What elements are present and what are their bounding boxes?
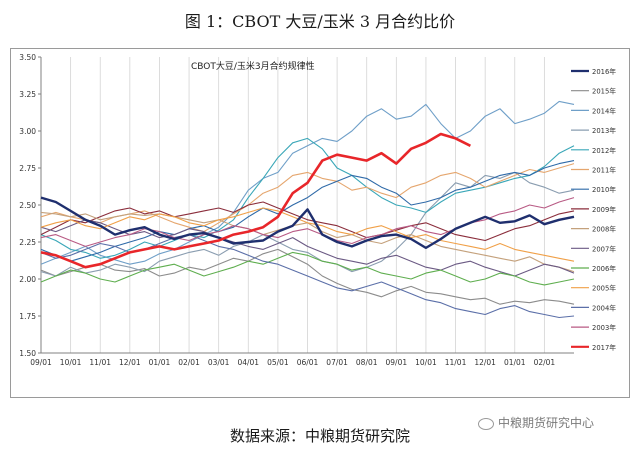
y-tick-label: 1.50 [19,349,36,358]
series-line-2010年 [40,160,575,262]
legend-label: 2015年 [592,87,616,96]
legend-label: 2012年 [592,146,616,155]
x-tick-label: 02/01 [534,358,556,367]
x-tick-label: 01/01 [504,358,526,367]
legend-label: 2009年 [592,205,616,214]
chart-frame: CBOT大豆/玉米3月合约规律性 1.50 1.75 2.00 2.25 2.50 2.7… [10,48,630,398]
x-tick-label: 08/01 [356,358,378,367]
series-line-2016年 [40,196,575,250]
y-tick-label: 2.50 [19,201,36,210]
legend-label: 2013年 [592,126,616,135]
y-tick-label: 2.25 [19,238,36,247]
source-note: 数据来源：中粮期货研究院 [229,427,410,445]
legend-label: 2004年 [592,303,616,312]
series-line-2003年 [40,197,575,247]
legend-label: 2005年 [592,284,616,293]
x-tick-label: 01/01 [149,358,171,367]
x-tick-label: 12/01 [119,358,141,367]
chart-tick-labels: 1.50 1.75 2.00 2.25 2.50 2.75 3.00 3.25 3.50 09/0… [19,53,555,367]
x-tick-label: 06/01 [297,358,319,367]
chart-series-group [40,100,575,319]
watermark: 中粮期货研究中心 [478,414,594,431]
chart-axes [38,56,574,354]
x-tick-label: 09/01 [386,358,408,367]
legend-label: 2003年 [592,323,616,332]
x-tick-label: 05/01 [267,358,289,367]
series-line-2006年 [40,251,575,286]
legend-label: 2017年 [592,343,616,352]
legend-label: 2016年 [592,67,616,76]
legend-label: 2014年 [592,106,616,115]
series-line-2005年 [40,207,575,262]
legend-label: 2010年 [592,185,616,194]
x-tick-label: 10/01 [60,358,82,367]
x-tick-label: 02/01 [178,358,200,367]
series-line-2014年 [40,100,575,265]
chart-legend: 2016年 2015年 2014年 2013年 2012年 2011年 2010年 2009年… [571,67,616,352]
x-tick-label: 11/01 [445,358,467,367]
x-tick-label: 09/01 [30,358,52,367]
x-tick-label: 12/01 [474,358,496,367]
x-tick-label: 10/01 [415,358,437,367]
x-tick-label: 03/01 [208,358,230,367]
chart-svg: CBOT大豆/玉米3月合约规律性 1.50 1.75 2.00 2.25 2.50 2.7… [19,53,616,367]
y-tick-label: 2.00 [19,275,36,284]
legend-label: 2008年 [592,225,616,234]
figure-title: 图 1：CBOT 大豆/玉米 3 月合约比价 [184,12,456,31]
series-line-2013年 [40,171,575,277]
y-tick-label: 3.00 [19,127,36,136]
y-tick-label: 3.25 [19,90,36,99]
x-tick-label: 07/01 [326,358,348,367]
x-tick-label: 11/01 [89,358,111,367]
y-tick-label: 3.50 [19,53,36,62]
watermark-text: 中粮期货研究中心 [498,416,595,430]
chart-title: CBOT大豆/玉米3月合约规律性 [191,60,315,72]
wechat-icon [478,417,494,430]
series-line-2017年 [40,132,471,269]
legend-label: 2011年 [592,166,616,175]
y-tick-label: 1.75 [19,312,36,321]
y-tick-label: 2.75 [19,164,36,173]
series-line-2009年 [40,201,575,242]
legend-label: 2006年 [592,264,616,273]
legend-label: 2007年 [592,244,616,253]
series-line-2015年 [40,248,575,305]
x-tick-label: 04/01 [237,358,259,367]
